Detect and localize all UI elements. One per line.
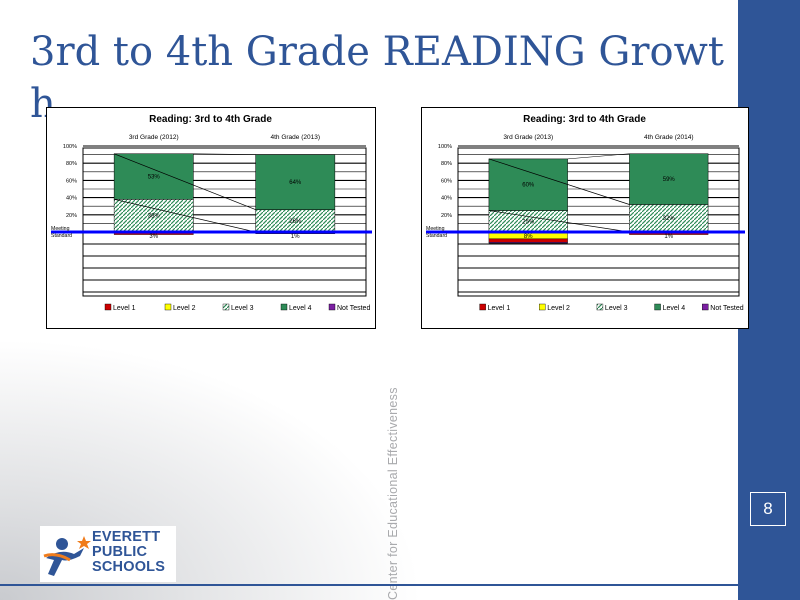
- vertical-caption: Center for Educational Effectiveness: [386, 387, 400, 600]
- bar-segment: [255, 154, 336, 210]
- legend-label: Level 3: [605, 305, 628, 312]
- y-tick-label: 40%: [66, 196, 77, 202]
- connector-line: [193, 153, 256, 155]
- y-tick-label: 100%: [63, 144, 77, 150]
- y-tick-label: 40%: [441, 196, 452, 202]
- page-number: 8: [750, 492, 786, 526]
- legend-label: Level 3: [231, 305, 254, 312]
- data-label: 60%: [522, 183, 535, 189]
- logo: EVERETT PUBLIC SCHOOLS: [40, 526, 176, 582]
- legend-swatch: [164, 303, 172, 311]
- legend-swatch: [702, 303, 709, 311]
- chart-left-svg: Reading: 3rd to 4th Grade 100% 80% 60% 40% 20…: [51, 114, 372, 312]
- legend-swatch: [596, 303, 604, 311]
- data-label: 59%: [663, 177, 676, 183]
- bar-segment: [629, 153, 709, 205]
- x-category-label: 4th Grade (2013): [270, 134, 320, 141]
- legend-swatch: [654, 303, 661, 311]
- logo-mark-icon: [43, 536, 91, 576]
- connector-line: [567, 153, 630, 160]
- legend-label: Not Tested: [710, 305, 743, 312]
- bar-segment: [488, 158, 568, 211]
- bar-segment: [488, 242, 568, 244]
- chart-right: Reading: 3rd to 4th Grade 100% 80% 60% 40% 20…: [421, 107, 749, 329]
- legend-label: Level 4: [663, 305, 686, 312]
- data-label: 1%: [291, 234, 300, 240]
- data-label: 38%: [148, 214, 161, 220]
- legend-swatch: [104, 303, 112, 311]
- data-label: 26%: [289, 219, 302, 225]
- slide-title: 3rd to 4th Grade READING Growth: [30, 29, 724, 127]
- x-category-label: 3rd Grade (2013): [503, 134, 553, 141]
- logo-line: EVERETT: [92, 529, 161, 545]
- connector-line: [114, 153, 256, 210]
- legend-swatch: [222, 303, 230, 311]
- x-category-label: 4th Grade (2014): [644, 134, 694, 141]
- data-label: 3%: [149, 234, 158, 240]
- plot-area: [457, 147, 740, 297]
- logo-text: EVERETT PUBLIC SCHOOLS: [92, 530, 165, 575]
- logo-line: PUBLIC: [92, 544, 148, 560]
- data-label: 53%: [148, 175, 161, 181]
- baseline-label: Meeting: [426, 226, 445, 232]
- legend-label: Not Tested: [337, 305, 370, 312]
- connector-line: [488, 158, 630, 205]
- bar-segment: [629, 204, 709, 233]
- x-category-label: 3rd Grade (2012): [129, 134, 179, 141]
- connector-line: [488, 210, 630, 233]
- chart-title: Reading: 3rd to 4th Grade: [149, 114, 272, 125]
- chart-title: Reading: 3rd to 4th Grade: [523, 114, 646, 125]
- baseline-label: Meeting: [51, 226, 70, 232]
- legend-label: Level 2: [173, 305, 196, 312]
- data-label: 1%: [664, 234, 673, 240]
- legend-swatch: [539, 303, 546, 311]
- bar-segment: [113, 153, 194, 200]
- legend-label: Level 2: [547, 305, 570, 312]
- legend-swatch: [328, 303, 336, 311]
- legend-swatch: [280, 303, 288, 311]
- data-label: 64%: [289, 180, 302, 186]
- data-label: 32%: [663, 216, 676, 222]
- baseline-label: Standard: [426, 233, 447, 239]
- y-tick-label: 80%: [66, 161, 77, 167]
- plot-area: [82, 147, 367, 297]
- baseline-label: Standard: [51, 233, 72, 239]
- y-tick-label: 20%: [441, 213, 452, 219]
- data-label: 25%: [522, 219, 535, 225]
- chart-left: Reading: 3rd to 4th Grade 100% 80% 60% 40% 20…: [46, 107, 376, 329]
- y-tick-label: 60%: [66, 178, 77, 184]
- bar-segment: [113, 199, 194, 233]
- y-tick-label: 20%: [66, 213, 77, 219]
- data-label: 8%: [524, 234, 533, 240]
- logo-line: SCHOOLS: [92, 559, 166, 575]
- y-tick-label: 80%: [441, 161, 452, 167]
- connector-line: [114, 198, 256, 233]
- legend-label: Level 1: [488, 305, 511, 312]
- chart-right-svg: Reading: 3rd to 4th Grade 100% 80% 60% 40% 20…: [426, 114, 745, 312]
- legend-label: Level 1: [113, 305, 136, 312]
- legend-swatch: [479, 303, 486, 311]
- y-tick-label: 60%: [441, 178, 452, 184]
- y-tick-label: 100%: [438, 144, 452, 150]
- bottom-rule: [0, 584, 800, 586]
- legend-label: Level 4: [289, 305, 312, 312]
